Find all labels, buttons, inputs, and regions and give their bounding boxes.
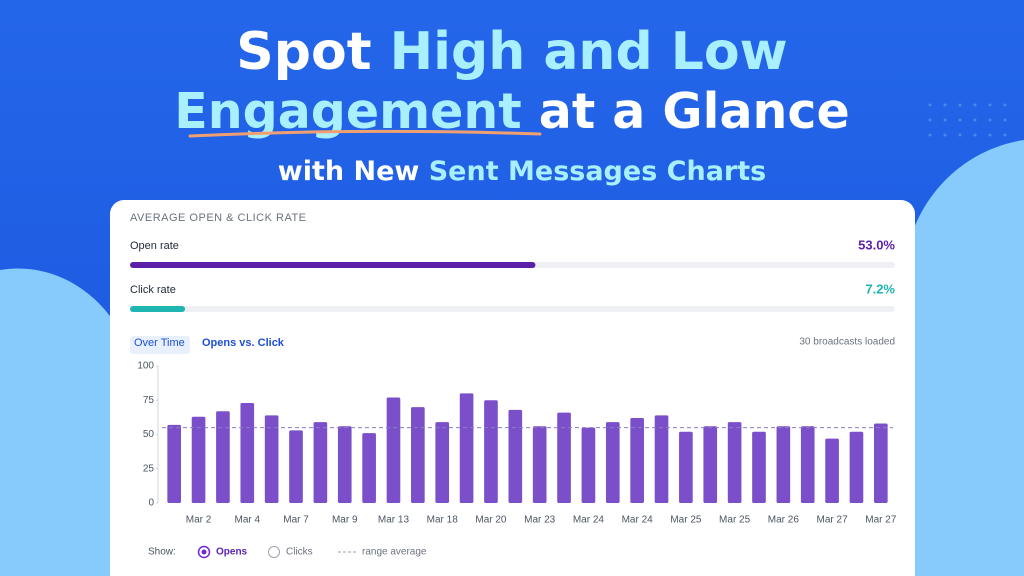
metric-value: 53.0%: [858, 237, 895, 252]
headline-highlight: High and Low: [390, 22, 788, 82]
bar: [557, 412, 571, 503]
bar: [630, 418, 644, 503]
x-tick-label: Mar 13: [378, 515, 410, 526]
y-tick-label: 25: [143, 463, 155, 474]
x-tick-label: Mar 24: [622, 515, 654, 526]
legend-option[interactable]: Clicks: [286, 547, 313, 558]
legend-option[interactable]: Opens: [216, 547, 248, 558]
y-tick-label: 0: [148, 498, 154, 509]
progress-fill: [130, 306, 186, 312]
headline-part: Spot: [236, 22, 389, 82]
bar: [825, 438, 839, 503]
x-tick-label: Mar 26: [768, 515, 800, 526]
progress-track: [130, 306, 895, 312]
subtitle-part: with New: [278, 156, 429, 187]
bar: [264, 415, 279, 503]
bar: [727, 422, 742, 503]
headline-highlight: Engagement: [174, 83, 521, 140]
legend-show-label: Show:: [148, 547, 176, 558]
bar: [313, 422, 328, 503]
bar: [216, 411, 230, 503]
x-tick-label: Mar 4: [235, 515, 261, 526]
x-tick-label: Mar 23: [524, 515, 556, 526]
metric-value: 7.2%: [865, 281, 895, 296]
y-tick-label: 100: [137, 361, 154, 372]
bar: [532, 426, 547, 503]
x-tick-label: Mar 25: [670, 515, 702, 526]
x-tick-label: Mar 20: [475, 515, 507, 526]
bar: [386, 397, 401, 503]
bar: [605, 422, 620, 503]
bar: [167, 424, 182, 503]
x-tick-label: Mar 9: [332, 515, 358, 526]
bar: [289, 430, 303, 503]
legend-average: range average: [362, 547, 427, 558]
radio-selected[interactable]: [197, 545, 211, 559]
radio-dot: [201, 549, 207, 555]
bar: [362, 433, 376, 503]
subtitle-highlight: Sent Messages Charts: [429, 156, 767, 187]
bar: [654, 415, 669, 503]
bar: [776, 426, 791, 503]
bar: [435, 422, 450, 503]
bar: [191, 416, 206, 503]
bar: [240, 402, 255, 503]
bar: [800, 426, 815, 503]
y-tick-label: 50: [143, 429, 155, 440]
bar: [484, 400, 498, 503]
blob-left: [0, 268, 140, 576]
card-content: AVERAGE OPEN & CLICK RATE Over Time Open…: [130, 212, 897, 559]
tab[interactable]: Over Time: [134, 337, 185, 349]
headline-line1: Spot High and Low: [236, 22, 787, 82]
progress-fill: [130, 262, 536, 268]
bar: [679, 431, 693, 503]
headline-line2: Engagement at a Glance: [174, 83, 849, 140]
y-tick-label: 75: [143, 395, 155, 406]
dot-grid: [928, 103, 1007, 137]
x-tick-label: Mar 2: [186, 515, 212, 526]
status: 30 broadcasts loaded: [799, 337, 895, 348]
bar: [849, 431, 864, 503]
subtitle: with New Sent Messages Charts: [278, 156, 766, 187]
bar: [752, 431, 766, 503]
x-tick-label: Mar 18: [427, 515, 459, 526]
x-tick-label: Mar 24: [573, 515, 605, 526]
bar: [508, 409, 523, 503]
bar: [873, 423, 888, 503]
underline: [188, 129, 542, 138]
bar: [337, 426, 352, 503]
radio[interactable]: [268, 546, 280, 558]
x-tick-label: Mar 27: [865, 515, 897, 526]
tab-active-bg[interactable]: [130, 336, 190, 354]
metric-label: Click rate: [130, 284, 176, 296]
bar: [459, 393, 474, 503]
x-tick-label: Mar 27: [817, 515, 849, 526]
x-tick-label: Mar 25: [719, 515, 751, 526]
tab[interactable]: Opens vs. Click: [202, 337, 285, 349]
blob-right: [905, 140, 1024, 576]
metric-label: Open rate: [130, 240, 179, 252]
card-heading: AVERAGE OPEN & CLICK RATE: [130, 212, 307, 224]
bar: [581, 427, 596, 503]
bar: [411, 407, 425, 503]
x-tick-label: Mar 7: [283, 515, 309, 526]
headline-part: at a Glance: [522, 83, 850, 140]
bar: [703, 426, 718, 503]
